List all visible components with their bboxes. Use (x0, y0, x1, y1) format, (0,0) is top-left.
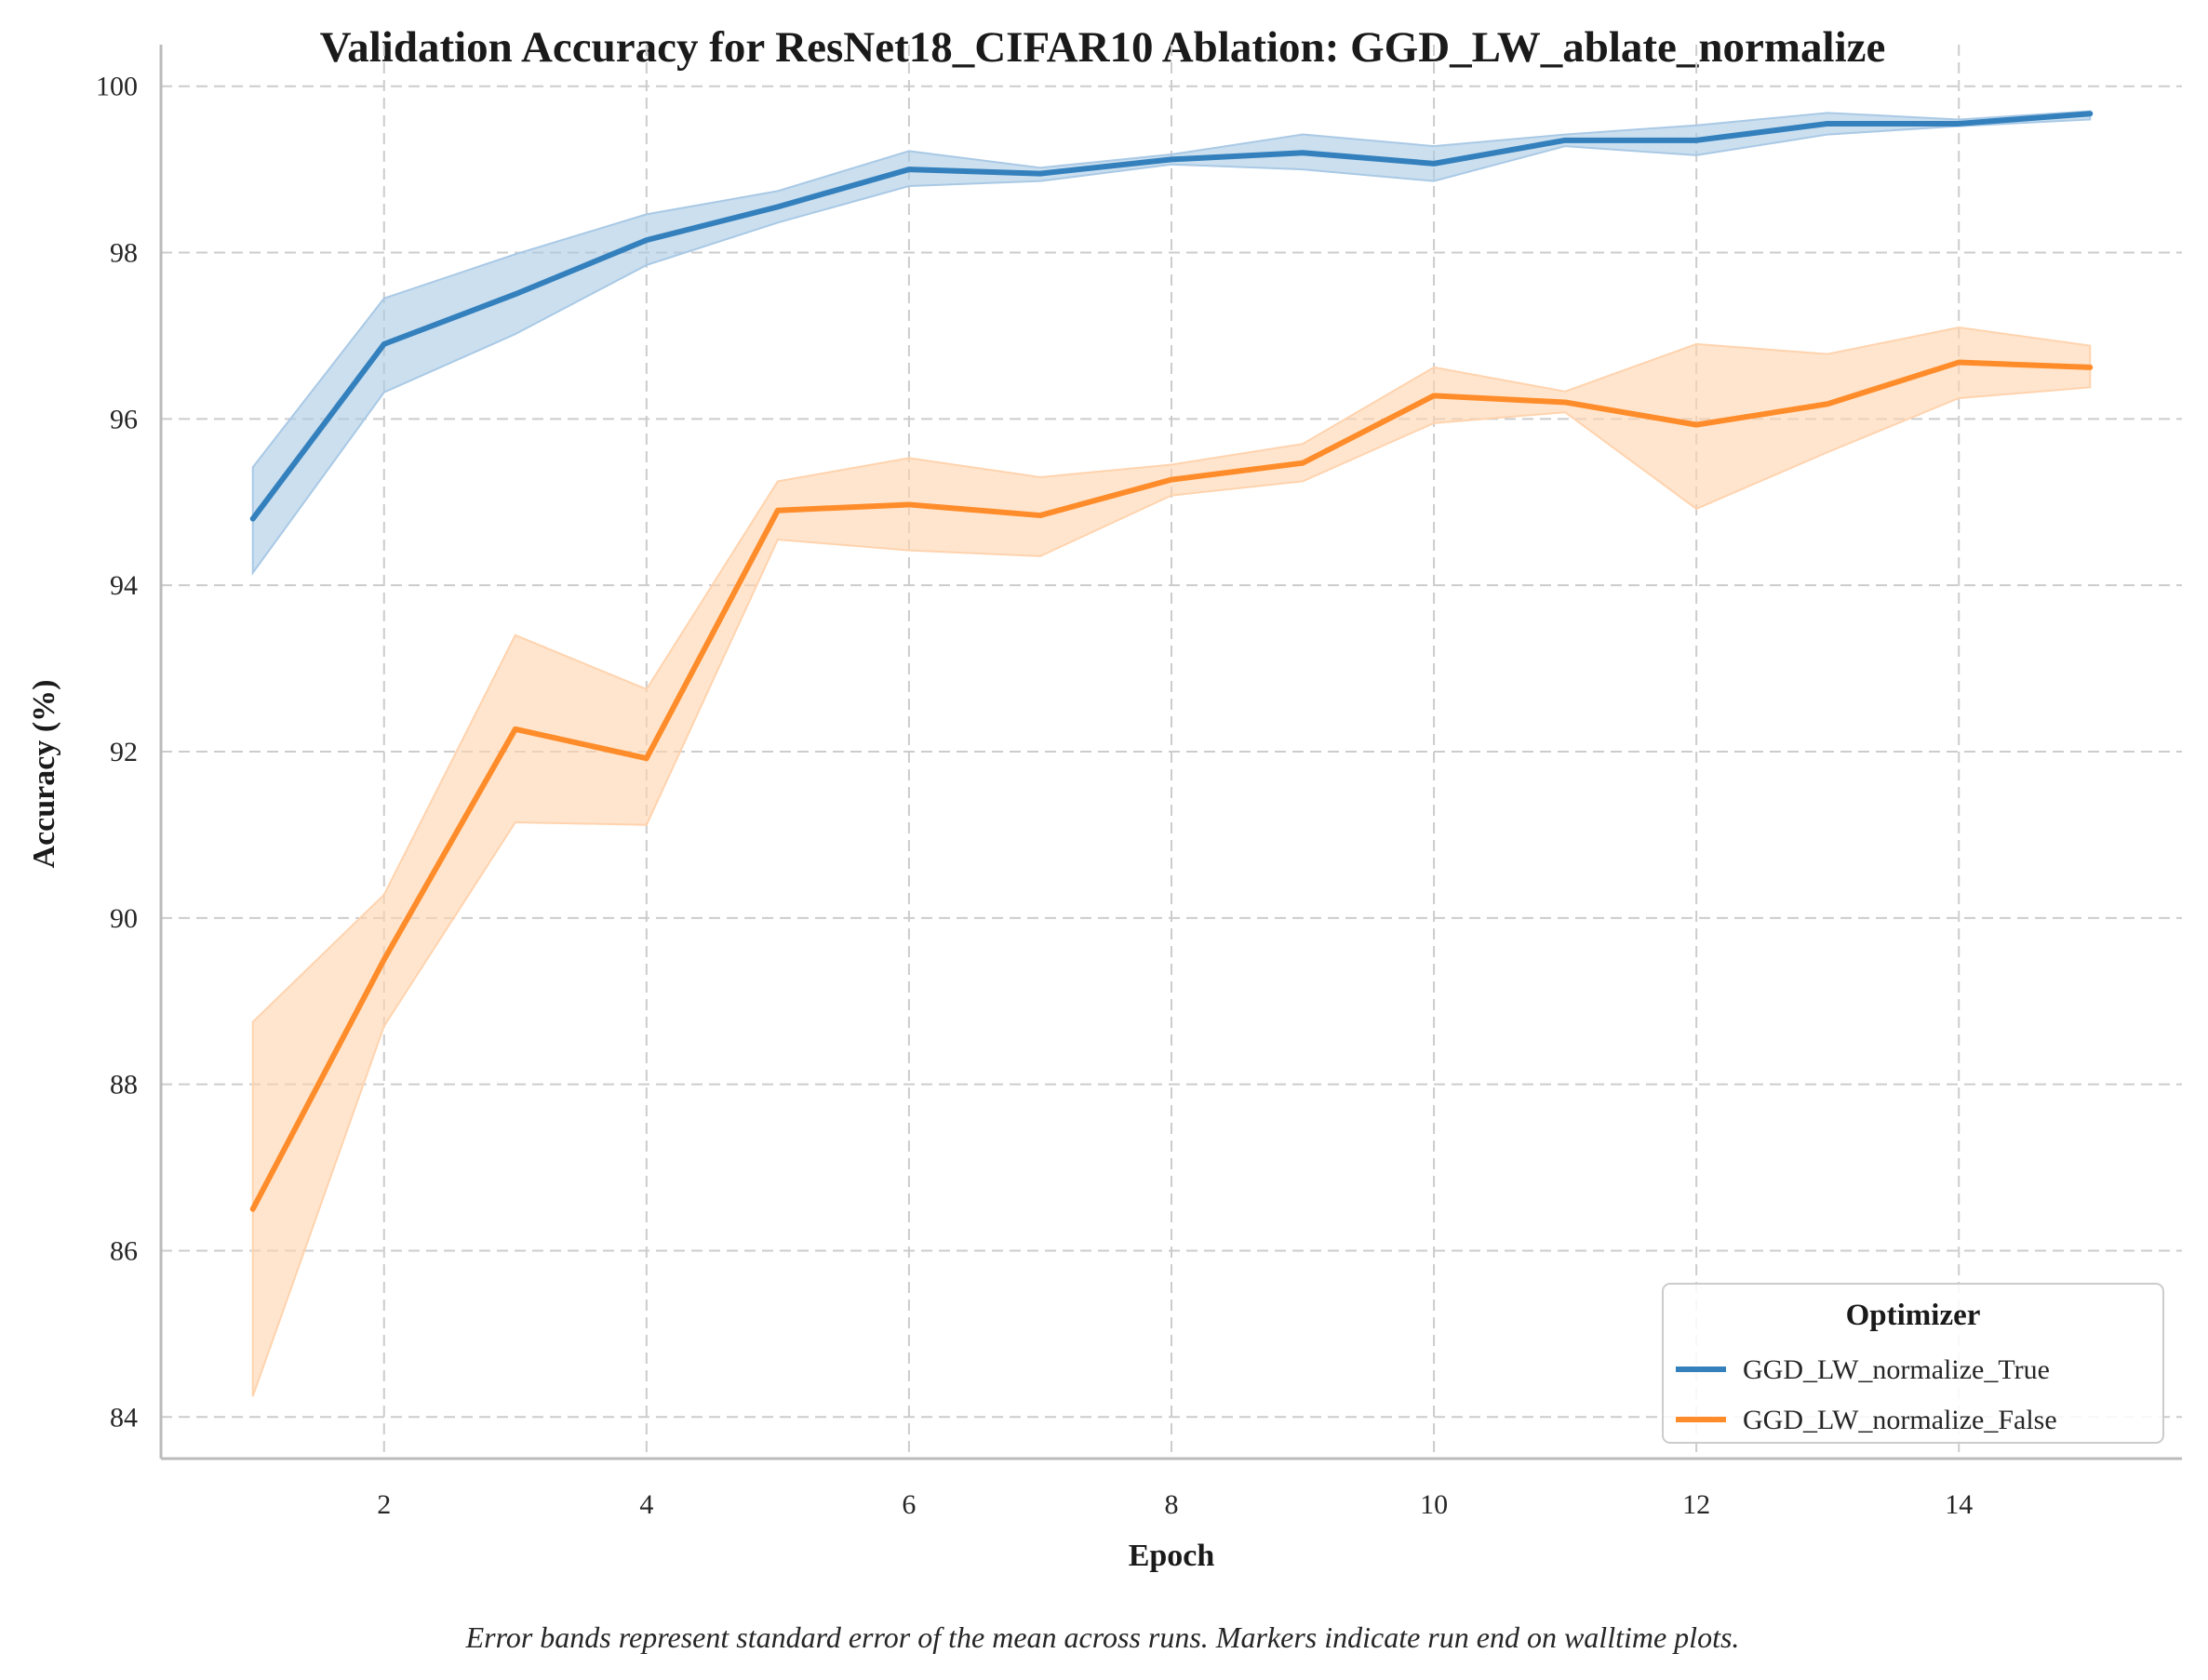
axes (159, 45, 2182, 1460)
chart-title: Validation Accuracy for ResNet18_CIFAR10… (320, 23, 1886, 72)
y-tick-label: 92 (110, 737, 138, 767)
x-tick-label: 12 (1682, 1489, 1710, 1520)
legend: Optimizer GGD_LW_normalize_True GGD_LW_nor… (1662, 1283, 2164, 1444)
y-tick-label: 94 (110, 570, 138, 601)
series-lines (249, 111, 2094, 1212)
x-tick-label: 14 (1945, 1489, 1973, 1520)
x-axis-label: Epoch (1129, 1539, 1215, 1573)
y-tick-label: 96 (110, 404, 138, 434)
error-band-2 (251, 326, 2092, 1397)
legend-title: Optimizer (1846, 1299, 1981, 1332)
error-band-1 (251, 110, 2092, 576)
x-tick-label: 4 (639, 1489, 653, 1520)
y-tick-label: 98 (110, 238, 138, 269)
error-bands (251, 110, 2092, 1397)
series-line-2 (249, 359, 2094, 1212)
y-tick-label: 86 (110, 1235, 138, 1266)
series-line-1 (249, 111, 2094, 522)
x-tick-label: 10 (1420, 1489, 1448, 1520)
y-tick-label: 90 (110, 903, 138, 934)
x-tick-label: 2 (377, 1489, 391, 1520)
y-axis-label: Accuracy (%) (27, 680, 61, 869)
legend-entry-2: GGD_LW_normalize_False (1743, 1405, 2057, 1435)
y-tick-label: 100 (96, 72, 138, 102)
legend-entry-1: GGD_LW_normalize_True (1743, 1354, 2050, 1385)
footnote: Error bands represent standard error of … (465, 1620, 1740, 1654)
y-tick-label: 88 (110, 1070, 138, 1100)
y-tick-label: 84 (110, 1402, 138, 1433)
x-tick-label: 6 (902, 1489, 916, 1520)
tick-labels: 2 4 6 8 10 12 14 84 86 88 90 92 94 96 98 100 (96, 72, 1973, 1520)
legend-box (1662, 1283, 2164, 1444)
x-tick-label: 8 (1165, 1489, 1179, 1520)
